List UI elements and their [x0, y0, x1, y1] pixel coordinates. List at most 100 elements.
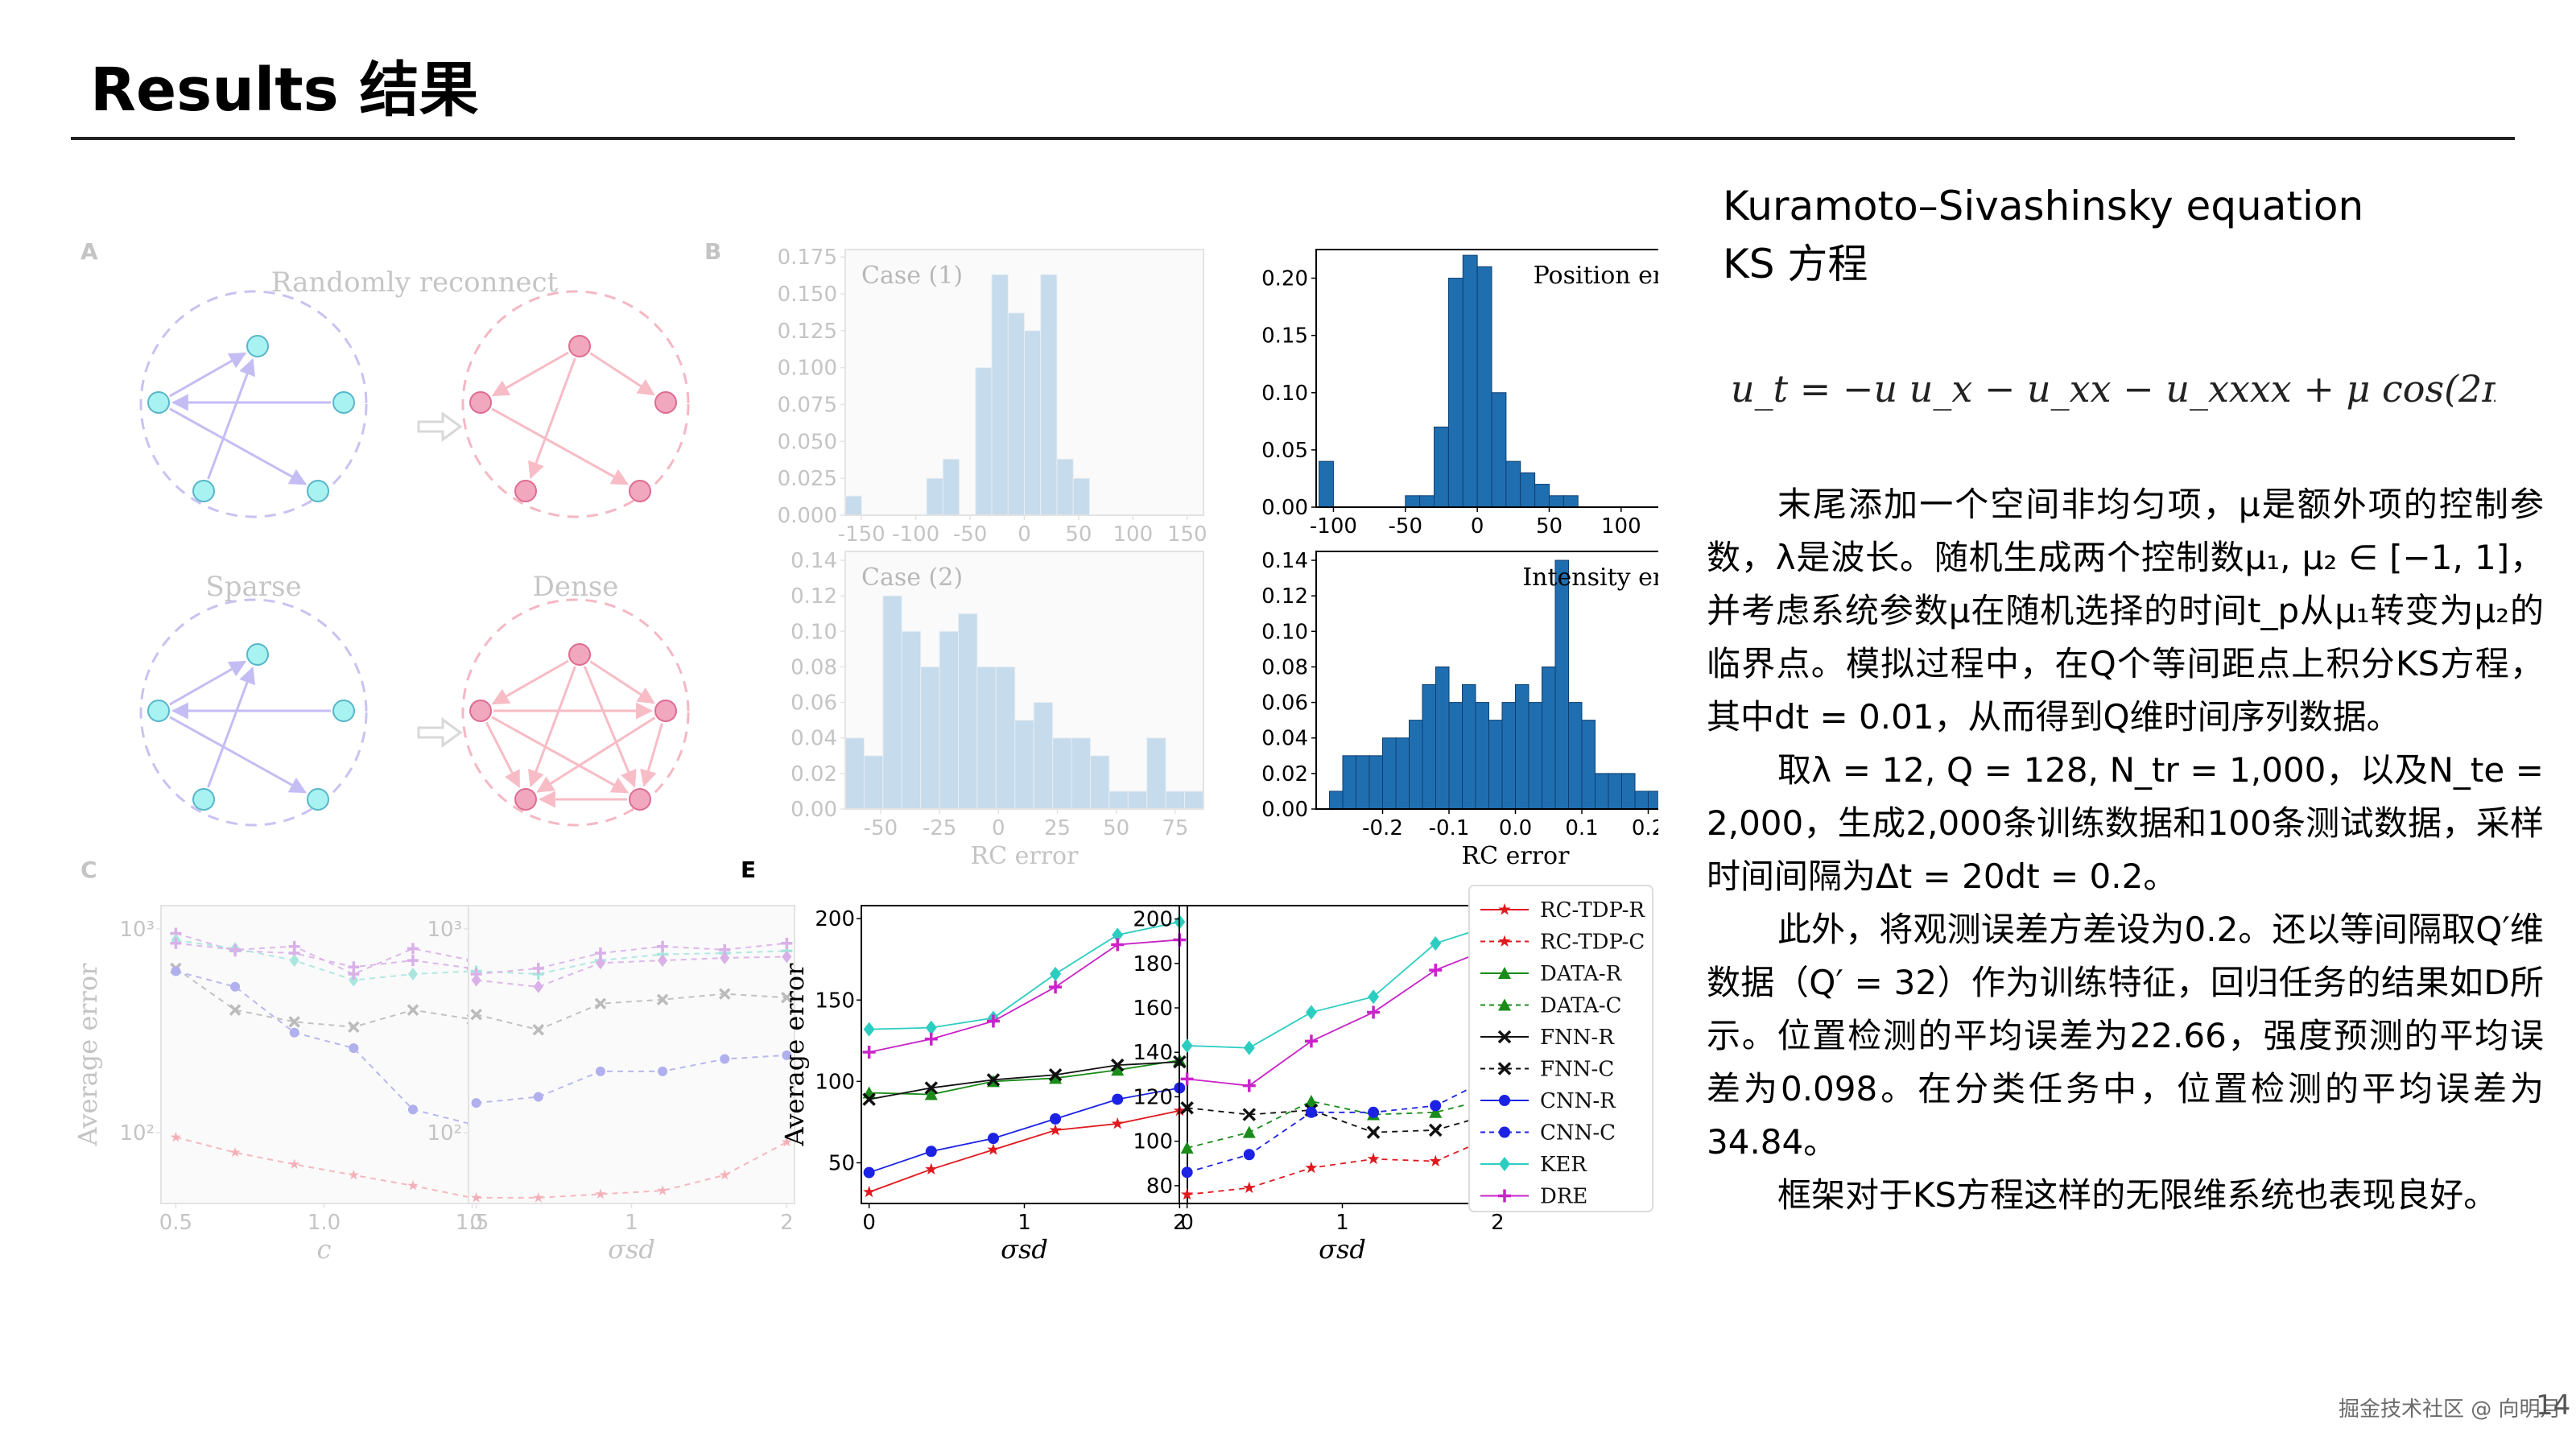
network-edge: [207, 357, 255, 480]
marker-diamond: [1430, 935, 1442, 951]
y-tick-label: 0.20: [1261, 267, 1308, 291]
histogram-bar: [920, 666, 940, 810]
marker-circle: [171, 966, 181, 976]
marker-plus: [1242, 1079, 1256, 1092]
network-edge: [528, 357, 576, 480]
y-tick-label: 0.06: [1261, 691, 1308, 716]
network-sparse: [139, 598, 368, 827]
histogram-bar: [1435, 666, 1450, 810]
marker-diamond: [595, 956, 605, 970]
histogram-bar: [1434, 426, 1449, 508]
histogram-bar: [995, 666, 1016, 810]
x-tick-label: 0.2: [1632, 816, 1658, 840]
marker-circle: [1430, 1100, 1442, 1112]
network-node: [568, 335, 591, 357]
y-tick-label: 0.08: [791, 655, 837, 679]
series-dre: [862, 933, 1187, 1059]
y-tick-label: 80: [1146, 1174, 1173, 1199]
x-tick-label: 2: [1491, 1211, 1505, 1235]
paragraph-2: 取λ = 12, Q = 128, N_tr = 1,000，以及N_te = …: [1707, 750, 2544, 896]
histogram-bar: [863, 755, 884, 810]
network-node: [246, 335, 269, 357]
network-edge: [589, 352, 655, 396]
x-tick-label: 50: [1065, 522, 1092, 547]
y-tick-label: 0.100: [778, 357, 837, 381]
histogram-bar: [1356, 755, 1370, 810]
page-number: 14: [2536, 1389, 2571, 1422]
marker-x: [470, 1009, 482, 1021]
marker-triangle: [1111, 1063, 1125, 1076]
marker-circle: [987, 1133, 999, 1145]
marker-diamond: [471, 973, 481, 987]
histogram-bar: [1634, 791, 1649, 810]
network-edge: [491, 716, 630, 794]
marker-plus: [1429, 964, 1443, 977]
network-edge: [485, 721, 521, 788]
y-tick-label: 0.14: [791, 549, 837, 573]
network-node: [307, 788, 329, 811]
histogram-bar: [1563, 495, 1579, 508]
histogram-bar: [1528, 702, 1542, 810]
series-cnn-r: [863, 1082, 1186, 1179]
histogram-bar: [958, 613, 978, 810]
y-tick-label: 0.075: [778, 394, 837, 418]
network-boundary: [139, 598, 368, 827]
network-edge: [536, 716, 656, 793]
network-node: [654, 391, 677, 414]
marker-x: [1428, 1123, 1443, 1137]
marker-diamond: [925, 1020, 937, 1035]
marker-x: [781, 992, 793, 1004]
x-tick-label: 0: [992, 816, 1005, 840]
series-line: [869, 939, 1180, 1053]
legend-item-fnn-c: FNN-C: [1480, 1058, 1614, 1082]
plot-frame: [1315, 249, 1658, 508]
network-dense: [461, 598, 690, 827]
x-tick-label: 0: [469, 1211, 483, 1235]
y-tick-label: 0.12: [791, 584, 837, 609]
y-tick-label: 0.175: [778, 246, 837, 270]
y-tick-label: 0.025: [778, 467, 837, 491]
legend-item-data-r: DATA-R: [1480, 962, 1623, 986]
network-boundary: [461, 598, 690, 827]
heading-line-1: Kuramoto–Sivashinsky equation: [1723, 183, 2364, 229]
series-line: [476, 956, 787, 988]
chart-c2: 10² 10³ 0 1 2 σsd: [427, 905, 795, 1265]
y-tick-label: 0.050: [778, 430, 837, 454]
x-tick-label: -100: [1310, 514, 1357, 539]
histogram-bar: [1056, 458, 1074, 516]
panel-a-title: Randomly reconnect: [271, 266, 559, 299]
y-tick-label: 0.10: [791, 620, 837, 644]
marker-diamond: [863, 1022, 875, 1037]
x-tick-label: 150: [1167, 522, 1208, 547]
marker-star: [1049, 1124, 1062, 1136]
marker-star: [1111, 1117, 1124, 1129]
marker-x: [924, 1081, 939, 1095]
marker-plus: [986, 1014, 1000, 1028]
marker-plus: [781, 937, 793, 949]
chart-e2: 80 100 120 140 160 180 200 0 1 2 σsd: [1133, 905, 1506, 1265]
histogram-bar: [1505, 460, 1521, 508]
marker-star: [289, 1158, 300, 1170]
marker-diamond: [289, 954, 299, 968]
series-line-3: [470, 988, 793, 1036]
legend-label: FNN-C: [1540, 1058, 1614, 1082]
histogram-bar: [1089, 755, 1110, 810]
marker-diamond: [1112, 927, 1124, 943]
y-tick-label: 200: [815, 907, 855, 931]
histogram-bar: [939, 630, 960, 810]
x-axis-label: RC error: [1462, 842, 1571, 870]
series-line: [1187, 1107, 1498, 1133]
x-tick-label: 25: [1044, 816, 1071, 840]
y-axis-label: Average error: [72, 963, 103, 1147]
series-line: [1187, 1074, 1498, 1174]
y-tick-label: 0.000: [778, 504, 837, 528]
marker-diamond: [407, 968, 418, 981]
chart-annotation: Case (1): [861, 262, 963, 290]
network-node: [629, 480, 651, 502]
series-line: [1187, 923, 1498, 1049]
marker-star: [595, 1188, 606, 1199]
marker-star: [170, 1131, 182, 1142]
x-tick-label: 1: [1018, 1211, 1031, 1235]
x-axis-label: σsd: [608, 1234, 655, 1265]
marker-circle: [1243, 1149, 1255, 1161]
